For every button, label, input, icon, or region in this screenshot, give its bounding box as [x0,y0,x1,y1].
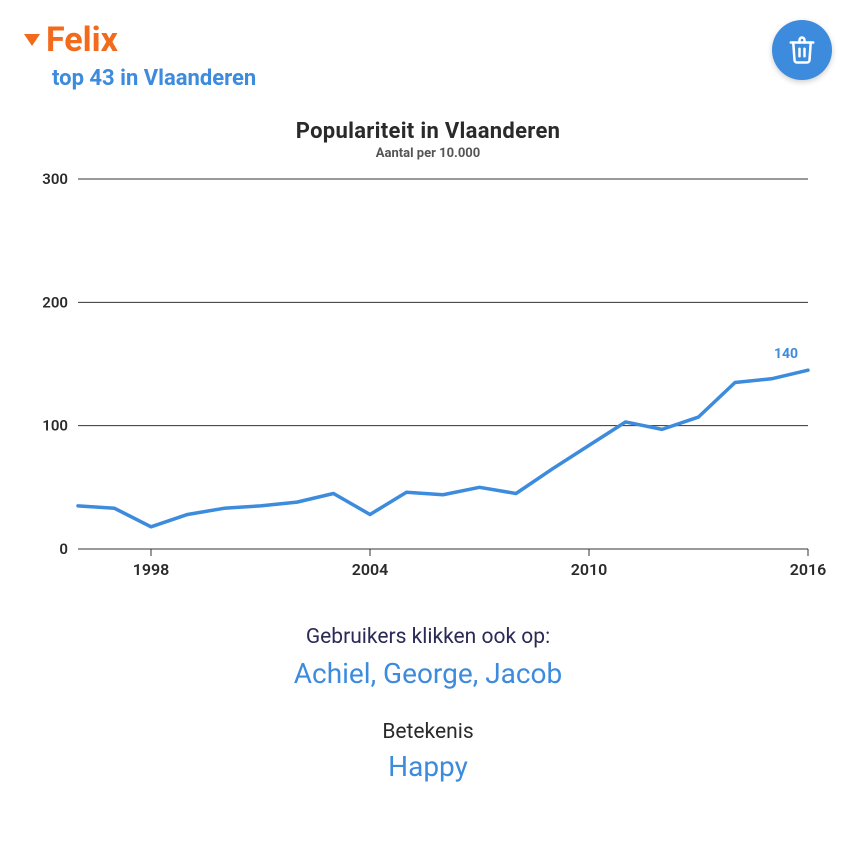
name-block: Felix top 43 in Vlaanderen [24,20,256,91]
chart-title: Populariteit in Vlaanderen [24,119,832,144]
related-names: Achiel, George, Jacob [24,657,832,690]
name-title: Felix [46,20,118,60]
trash-icon [787,35,817,65]
svg-text:300: 300 [42,170,68,188]
chart-subtitle: Aantal per 10.000 [24,146,832,161]
svg-text:2010: 2010 [571,560,608,579]
related-name-link[interactable]: Jacob [485,657,562,690]
meaning-label: Betekenis [24,720,832,744]
svg-text:0: 0 [59,540,68,558]
related-label: Gebruikers klikken ook op: [24,625,832,649]
rank-text: top 43 in Vlaanderen [52,66,256,91]
meaning-value: Happy [24,750,832,783]
related-name-link[interactable]: George [383,657,473,690]
name-toggle[interactable]: Felix [24,20,256,60]
svg-text:2016: 2016 [790,560,827,579]
svg-text:2004: 2004 [352,560,389,579]
svg-text:100: 100 [42,417,68,435]
line-chart: 0 100 200 300 1998 2004 2010 2016 140 [28,169,828,589]
caret-down-icon [24,34,40,46]
related-name-link[interactable]: Achiel [294,657,371,690]
svg-text:200: 200 [42,293,68,311]
svg-text:1998: 1998 [133,560,170,579]
header-row: Felix top 43 in Vlaanderen [24,20,832,91]
delete-button[interactable] [772,20,832,80]
chart-container: Populariteit in Vlaanderen Aantal per 10… [24,119,832,589]
svg-text:140: 140 [774,346,798,362]
